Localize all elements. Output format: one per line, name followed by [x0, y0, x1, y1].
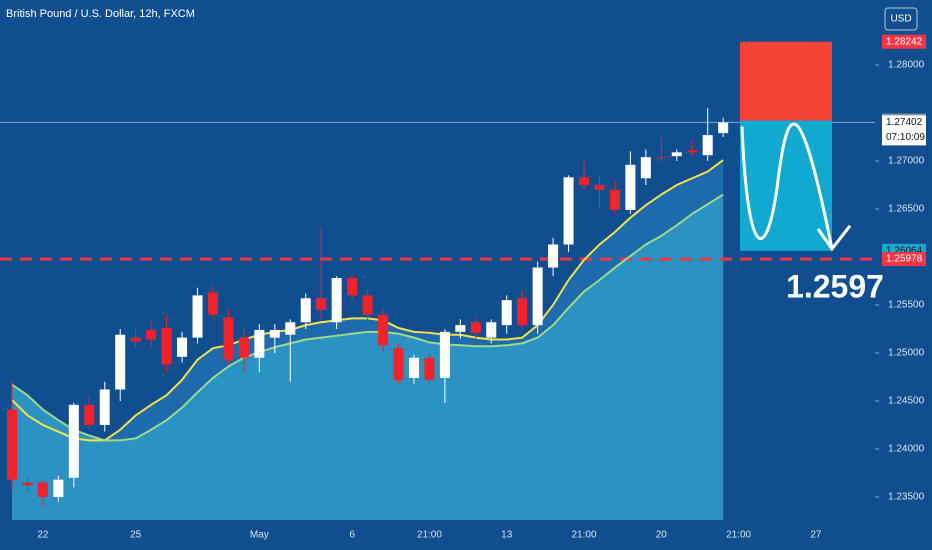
candle-body: [22, 482, 33, 486]
x-tick-label: 20: [656, 530, 668, 541]
candle-body: [517, 298, 528, 326]
price-label-box: [882, 115, 926, 146]
price-label: 1.25978: [886, 254, 923, 265]
x-tick-label: 13: [501, 530, 513, 541]
price-label: 1.28242: [886, 36, 923, 47]
arrow-head: [816, 224, 852, 252]
candle-body: [269, 329, 280, 338]
candle-body: [609, 189, 620, 210]
y-tick-label: 1.28000: [888, 60, 925, 71]
candle-body: [532, 267, 543, 326]
candle-body: [347, 278, 358, 296]
candle-body: [594, 184, 605, 190]
candle-body: [656, 157, 667, 159]
candle-body: [702, 135, 713, 156]
candle-body: [625, 164, 636, 210]
candle-body: [393, 348, 404, 380]
candle-body: [68, 404, 79, 478]
y-tick-label: 1.26500: [888, 204, 925, 215]
y-tick-label: 1.25500: [888, 300, 925, 311]
candle-body: [254, 329, 265, 358]
stop-zone: [740, 41, 832, 121]
overlay-area: [12, 194, 724, 521]
candle-body: [640, 157, 651, 179]
y-tick-label: 1.25000: [888, 348, 925, 359]
candle-body: [238, 337, 249, 358]
currency-label[interactable]: USD: [890, 14, 911, 25]
candle-body: [501, 300, 512, 326]
candle-body: [408, 357, 419, 378]
candle-body: [362, 295, 373, 315]
candle-body: [563, 177, 574, 245]
y-tick-label: 1.24500: [888, 396, 925, 407]
candle-body: [486, 322, 497, 338]
candle-body: [7, 409, 17, 480]
x-tick-label: 27: [810, 530, 822, 541]
x-tick-label: 6: [349, 530, 355, 541]
candle-body: [439, 331, 450, 378]
candle-body: [115, 334, 126, 390]
candle-body: [671, 152, 682, 157]
y-tick-label: 1.24000: [888, 444, 925, 455]
candle-body: [223, 317, 234, 360]
x-tick-label: 25: [130, 530, 142, 541]
candle-body: [548, 244, 559, 268]
x-tick-label: 21:00: [572, 530, 597, 541]
candle-body: [177, 337, 188, 357]
arrow-curve: [740, 122, 834, 250]
candle-body: [455, 325, 466, 332]
candle-body: [53, 479, 64, 497]
price-label-box: [882, 34, 926, 49]
x-tick-label: 21:00: [417, 530, 442, 541]
candle-body: [192, 295, 203, 338]
candle-body: [84, 404, 95, 425]
price-label-box: [882, 252, 926, 267]
candle-body: [37, 482, 48, 497]
candle-body: [378, 314, 389, 346]
candle-body: [687, 150, 698, 153]
price-label: 1.26064: [886, 245, 923, 256]
candle-body: [424, 357, 435, 380]
countdown: 07:10:09: [886, 132, 925, 143]
x-tick-label: 21:00: [726, 530, 751, 541]
y-tick-label: 1.27000: [888, 156, 925, 167]
candle-body: [161, 328, 172, 365]
annotation: 1.2597: [786, 268, 884, 304]
y-tick-label: 1.23500: [888, 492, 925, 503]
x-tick-label: May: [250, 530, 269, 541]
candle-body: [579, 177, 590, 185]
candle-body: [470, 322, 481, 333]
candle-body: [316, 298, 327, 310]
candle-body: [99, 389, 110, 425]
plot: 1.28000 1.27000 1.26500 1.25500 1.25000 1.245…: [0, 41, 925, 541]
chart-title: British Pound / U.S. Dollar, 12h, FXCM: [6, 8, 195, 20]
price-label: 1.27402: [886, 117, 923, 128]
candle-body: [207, 292, 218, 315]
candle-body: [331, 278, 342, 323]
candle-body: [285, 322, 296, 335]
candle-body: [718, 122, 729, 134]
candle-body: [146, 329, 157, 340]
candle-body: [300, 298, 311, 323]
overlay-line: [11, 193, 724, 442]
candle-body: [130, 337, 141, 342]
x-tick-label: 22: [37, 530, 49, 541]
currency-button[interactable]: [884, 7, 918, 31]
